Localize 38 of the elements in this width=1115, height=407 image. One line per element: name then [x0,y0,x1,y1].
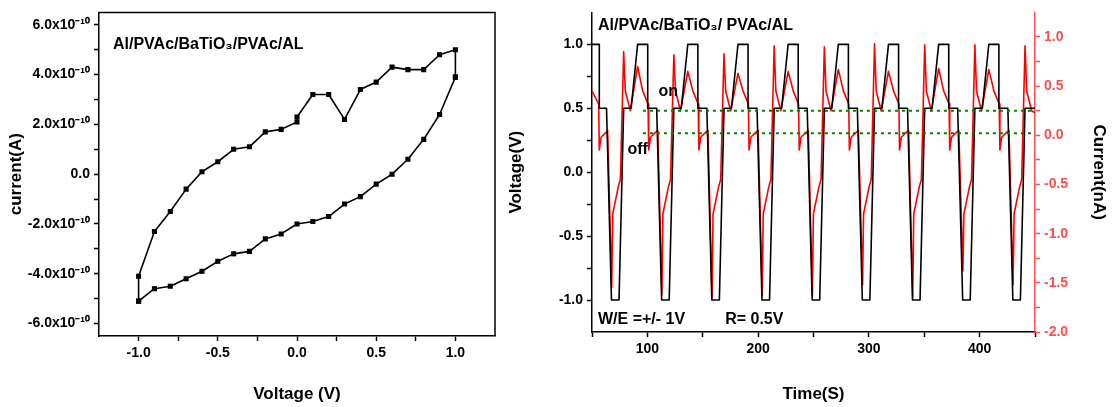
y-tick-label: 2.0x10⁻¹⁰ [32,115,90,132]
y-tick-label: -0.5 [558,226,584,243]
y-axis-title: Voltage(V) [505,130,525,214]
x-tick-label: 0.5 [366,344,387,361]
y2-tick-label: -2.0 [1044,322,1069,339]
y-tick-label: 0.0 [563,163,584,180]
x-tick-label: 0.0 [287,344,307,361]
y-tick-label: 1.0 [563,35,584,52]
x-tick-label: 200 [746,340,771,357]
y-tick-label: 0.0 [70,165,91,182]
x-tick-label: 1.0 [445,344,466,361]
x-tick-label: 100 [635,340,660,357]
x-axis-title: Time(S) [782,384,845,404]
y-tick-label: 0.5 [563,99,584,116]
x-tick-label: 400 [967,340,992,357]
y-tick-label: 6.0x10⁻¹⁰ [32,15,90,32]
text: Al/PVAc/BaTiO₃/PVAc/AL [113,34,304,52]
chart-title: Al/PVAc/BaTiO₃/ PVAc/AL [598,15,794,33]
y-tick-label: -1.0 [558,290,584,307]
y-axis-title: current(A) [5,133,25,216]
x-tick-label: -1.0 [126,344,151,361]
annotation: R= 0.5V [725,310,784,328]
y2-tick-label: 0.5 [1044,77,1064,94]
y2-axis-title: Current(nA) [1090,124,1110,220]
annotation: W/E =+/- 1V [598,310,686,328]
y2-tick-label: -0.5 [1044,175,1069,192]
y-tick-label: -6.0x10⁻¹⁰ [27,314,90,331]
x-tick-label: -0.5 [205,344,231,361]
ref-line-label: off [627,139,649,157]
y2-tick-label: 1.0 [1044,27,1064,44]
y2-tick-label: -1.5 [1044,273,1069,290]
x-axis-title: Voltage (V) [253,384,341,404]
x-tick-label: 300 [857,340,881,357]
y-tick-label: -4.0x10⁻¹⁰ [27,264,90,281]
y-tick-label: 4.0x10⁻¹⁰ [32,65,90,82]
y2-tick-label: -1.0 [1044,224,1069,241]
y2-tick-label: 0.0 [1044,126,1064,143]
y-tick-label: -2.0x10⁻¹⁰ [27,214,90,231]
